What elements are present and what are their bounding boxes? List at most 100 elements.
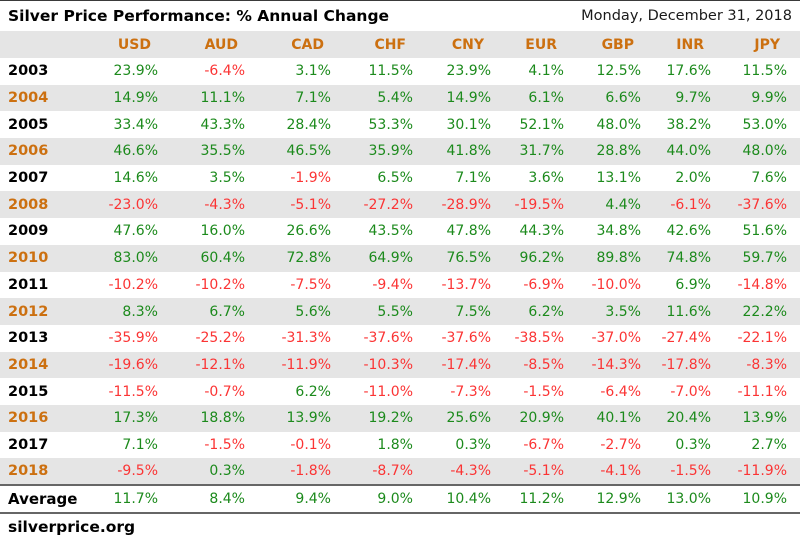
value-cell: -8.5%	[523, 356, 564, 373]
value-cell: -9.4%	[372, 276, 413, 293]
value-cell: 44.3%	[519, 223, 564, 240]
column-header-cad: CAD	[291, 36, 324, 53]
value-cell: -19.6%	[108, 356, 158, 373]
value-cell: -4.3%	[450, 463, 491, 480]
value-cell: 18.8%	[200, 410, 245, 427]
value-cell: -37.6%	[737, 196, 787, 213]
value-cell: 11.7%	[113, 491, 158, 507]
value-cell: -27.2%	[363, 196, 413, 213]
source-link[interactable]: silverprice.org	[8, 518, 136, 536]
average-row: Average 11.7% 8.4% 9.4% 9.0% 10.4% 11.2% 12.9% 1…	[0, 485, 800, 513]
value-cell: 40.1%	[596, 410, 641, 427]
table-row: 2007 14.6% 3.5% -1.9% 6.5% 7.1% 3.6% 13.1% 2.0% 7…	[0, 164, 800, 192]
value-cell: 38.2%	[666, 116, 711, 133]
value-cell: 52.1%	[519, 116, 564, 133]
value-cell: 44.0%	[666, 143, 711, 160]
table-row: 2009 47.6% 16.0% 26.6% 43.5% 47.8% 44.3% 34.8% 4…	[0, 218, 800, 245]
table-row: 2012 8.3% 6.7% 5.6% 5.5% 7.5% 6.2% 3.5% 11.6% 22.…	[0, 298, 800, 325]
value-cell: -6.7%	[523, 436, 564, 453]
value-cell: -6.9%	[523, 276, 564, 293]
year-cell: 2004	[8, 90, 49, 107]
corner-cell	[0, 31, 84, 58]
value-cell: 13.9%	[742, 410, 787, 427]
value-cell: 6.2%	[528, 303, 564, 320]
column-header-chf: CHF	[374, 36, 406, 53]
value-cell: 17.6%	[666, 63, 711, 80]
value-cell: 0.3%	[209, 463, 245, 480]
value-cell: 25.6%	[446, 410, 491, 427]
value-cell: 14.9%	[113, 90, 158, 107]
value-cell: 9.7%	[675, 90, 711, 107]
value-cell: 19.2%	[368, 410, 413, 427]
value-cell: 12.5%	[596, 63, 641, 80]
table-row: 2010 83.0% 60.4% 72.8% 64.9% 76.5% 96.2% 89.8% 7…	[0, 244, 800, 272]
table-row: 2011 -10.2% -10.2% -7.5% -9.4% -13.7% -6.9% -10…	[0, 271, 800, 299]
value-cell: -8.7%	[372, 463, 413, 480]
year-cell: 2003	[8, 63, 49, 80]
value-cell: -11.1%	[737, 383, 787, 400]
value-cell: 23.9%	[113, 63, 158, 80]
value-cell: -10.3%	[363, 356, 413, 373]
value-cell: 3.5%	[605, 303, 641, 320]
value-cell: 46.5%	[286, 143, 331, 160]
value-cell: 7.6%	[751, 170, 787, 187]
date-label: Monday, December 31, 2018	[581, 8, 792, 24]
value-cell: 6.1%	[528, 90, 564, 107]
value-cell: -13.7%	[441, 276, 491, 293]
value-cell: 42.6%	[666, 223, 711, 240]
year-cell: 2009	[8, 223, 49, 240]
value-cell: 53.3%	[368, 116, 413, 133]
value-cell: -11.0%	[363, 383, 413, 400]
value-cell: 20.9%	[519, 410, 564, 427]
year-cell: 2005	[8, 116, 49, 133]
value-cell: 53.0%	[742, 116, 787, 133]
value-cell: 7.1%	[455, 170, 491, 187]
value-cell: 9.4%	[295, 491, 331, 507]
value-cell: 4.4%	[605, 196, 641, 213]
value-cell: -37.6%	[441, 330, 491, 347]
value-cell: -7.0%	[670, 383, 711, 400]
value-cell: 47.6%	[113, 223, 158, 240]
value-cell: -1.5%	[670, 463, 711, 480]
value-cell: 48.0%	[596, 116, 641, 133]
value-cell: -2.7%	[600, 436, 641, 453]
value-cell: 7.5%	[455, 303, 491, 320]
table-row: 2004 14.9% 11.1% 7.1% 5.4% 14.9% 6.1% 6.6% 9.7% 9…	[0, 84, 800, 112]
value-cell: 96.2%	[519, 250, 564, 267]
value-cell: 46.6%	[113, 143, 158, 160]
value-cell: 5.4%	[377, 90, 413, 107]
value-cell: -4.3%	[204, 196, 245, 213]
value-cell: 4.1%	[528, 63, 564, 80]
title-bar: Silver Price Performance: % Annual Chang…	[0, 1, 800, 31]
column-header-usd: USD	[117, 36, 151, 53]
value-cell: 3.6%	[528, 170, 564, 187]
value-cell: 3.1%	[295, 63, 331, 80]
column-header-cny: CNY	[451, 36, 484, 53]
value-cell: 0.3%	[675, 436, 711, 453]
value-cell: -31.3%	[281, 330, 331, 347]
value-cell: 11.6%	[666, 303, 711, 320]
value-cell: 43.3%	[200, 116, 245, 133]
value-cell: 8.3%	[122, 303, 158, 320]
value-cell: -0.1%	[290, 436, 331, 453]
value-cell: 51.6%	[742, 223, 787, 240]
value-cell: 14.9%	[446, 90, 491, 107]
currency-header-row: USD AUD CAD CHF CNY EUR GBP INR JPY	[0, 31, 800, 58]
value-cell: 48.0%	[742, 143, 787, 160]
year-cell: 2016	[8, 410, 49, 427]
value-cell: -4.1%	[600, 463, 641, 480]
value-cell: -5.1%	[290, 196, 331, 213]
table-row: 2003 23.9% -6.4% 3.1% 11.5% 23.9% 4.1% 12.5% 17.…	[0, 58, 800, 85]
value-cell: -28.9%	[441, 196, 491, 213]
value-cell: -23.0%	[108, 196, 158, 213]
value-cell: 16.0%	[200, 223, 245, 240]
value-cell: -1.9%	[290, 170, 331, 187]
value-cell: 59.7%	[742, 250, 787, 267]
table-row: 2017 7.1% -1.5% -0.1% 1.8% 0.3% -6.7% -2.7% 0.3%…	[0, 431, 800, 459]
value-cell: 2.0%	[675, 170, 711, 187]
table-row: 2014 -19.6% -12.1% -11.9% -10.3% -17.4% -8.5% -…	[0, 351, 800, 379]
value-cell: 13.9%	[286, 410, 331, 427]
value-cell: 12.9%	[596, 491, 641, 507]
table-row: 2015 -11.5% -0.7% 6.2% -11.0% -7.3% -1.5% -6.4%…	[0, 378, 800, 405]
